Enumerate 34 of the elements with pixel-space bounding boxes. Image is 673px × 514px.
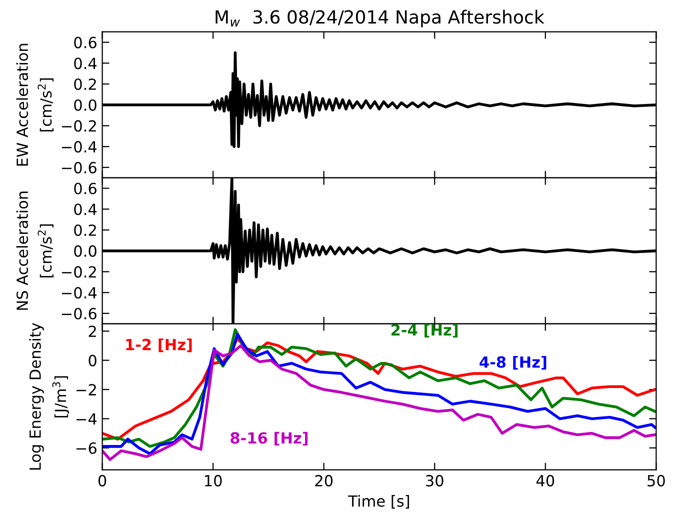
y-axis-title: NS Acceleration [cm/s$^{2}$]: [16, 192, 54, 310]
y-tick-label: −0.2: [62, 266, 96, 278]
y-tick-label: −0.4: [62, 287, 97, 299]
x-tick-label: 20: [315, 474, 333, 486]
y-tick-label: 0.4: [74, 204, 97, 216]
y-tick-label: 0.0: [74, 99, 96, 111]
y-tick-label: −0.6: [62, 308, 96, 320]
x-axis-title: Time [s]: [348, 495, 409, 509]
y-tick-label: 0: [88, 354, 96, 366]
y-tick-label: 0.0: [74, 245, 96, 257]
x-tick-label: 40: [536, 474, 554, 486]
y-axis-title: EW Acceleration [cm/s$^{2}$]: [16, 44, 54, 166]
y-tick-label: −6: [76, 442, 96, 454]
y-tick-label: −2: [76, 384, 96, 396]
y-tick-label: 0.6: [74, 36, 96, 48]
y-tick-label: −0.4: [62, 141, 97, 153]
x-tick-label: 50: [648, 474, 665, 486]
series-label: 8-16 [Hz]: [230, 432, 308, 446]
series-label: 1-2 [Hz]: [126, 338, 192, 352]
text: 4-8 [Hz]: [480, 356, 546, 370]
y-tick-label: 0.2: [74, 78, 96, 90]
y-tick-label: 0.6: [74, 182, 96, 194]
y-tick-label: 0.4: [74, 58, 97, 70]
x-tick-label: 10: [205, 474, 222, 486]
y-axis-title: Log Energy Density [J/m$^{3}$]: [29, 322, 70, 470]
chart-title: M$_{w}$ 3.6 08/24/2014 Napa Aftershock: [216, 10, 544, 28]
series-label: 2-4 [Hz]: [392, 324, 458, 338]
y-tick-label: 0.2: [74, 224, 96, 236]
y-tick-label: 2: [88, 326, 96, 337]
y-tick-label: −0.6: [62, 162, 96, 174]
x-tick-label: 0: [98, 474, 106, 486]
y-tick-label: −0.2: [62, 120, 96, 132]
x-tick-label: 30: [426, 474, 444, 486]
y-tick-label: −4: [76, 413, 97, 425]
